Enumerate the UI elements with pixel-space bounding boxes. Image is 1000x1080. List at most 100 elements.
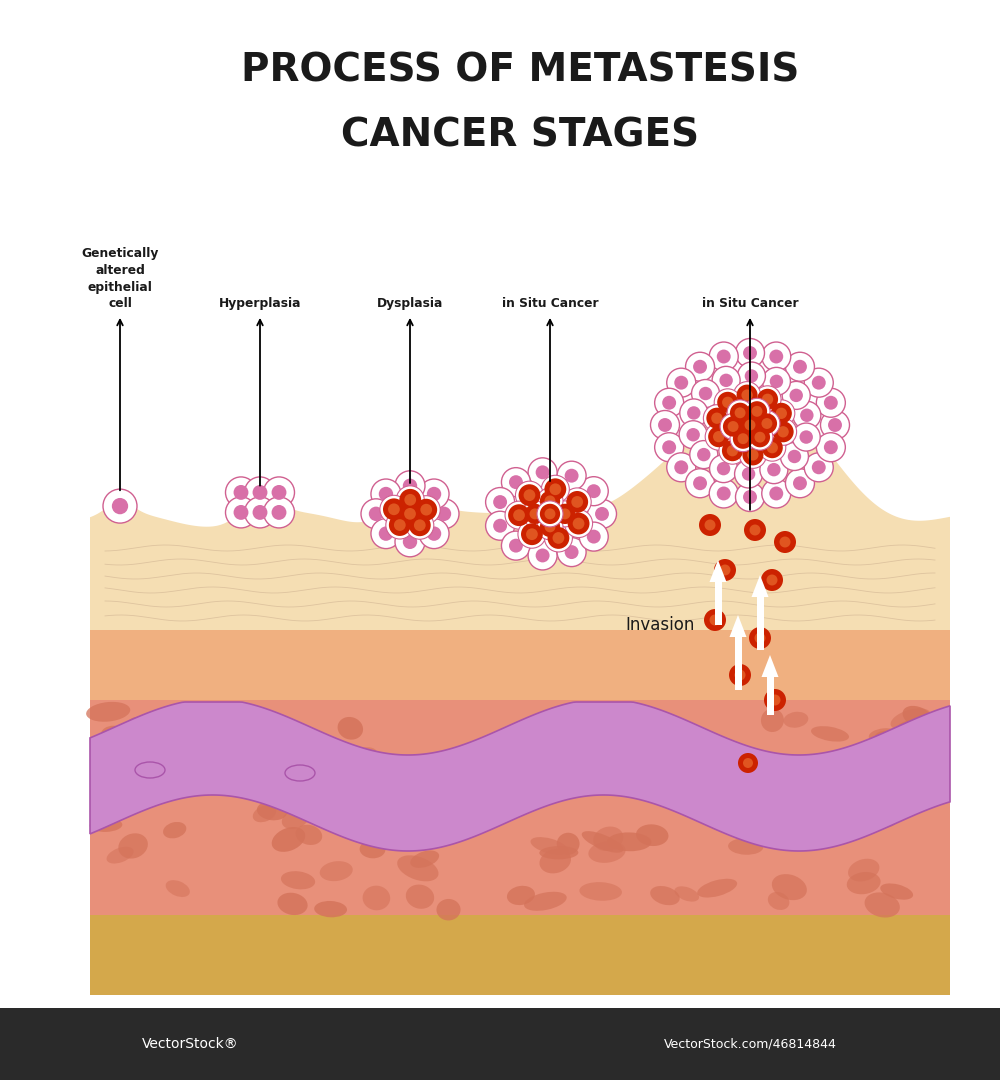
Circle shape — [709, 478, 738, 508]
Ellipse shape — [768, 892, 789, 910]
Ellipse shape — [557, 833, 580, 854]
Circle shape — [792, 423, 820, 451]
Ellipse shape — [524, 892, 567, 910]
Circle shape — [789, 389, 803, 402]
Ellipse shape — [532, 719, 573, 740]
Circle shape — [540, 503, 560, 524]
Circle shape — [521, 524, 543, 545]
Ellipse shape — [296, 825, 322, 845]
Circle shape — [396, 500, 424, 528]
Ellipse shape — [428, 759, 462, 779]
Circle shape — [662, 441, 676, 455]
Circle shape — [762, 437, 783, 458]
Circle shape — [565, 510, 593, 538]
Circle shape — [799, 430, 813, 444]
Circle shape — [728, 421, 739, 432]
Circle shape — [812, 460, 826, 474]
Ellipse shape — [363, 886, 390, 910]
Polygon shape — [90, 394, 950, 630]
Ellipse shape — [272, 827, 305, 852]
Polygon shape — [734, 637, 742, 690]
Circle shape — [706, 407, 727, 429]
Circle shape — [403, 535, 417, 549]
Ellipse shape — [360, 840, 385, 859]
Text: in Situ Cancer: in Situ Cancer — [502, 297, 598, 310]
Circle shape — [738, 753, 758, 773]
Ellipse shape — [531, 837, 568, 854]
Circle shape — [587, 484, 601, 498]
Ellipse shape — [765, 812, 800, 835]
Ellipse shape — [880, 883, 913, 900]
Circle shape — [544, 524, 572, 552]
Circle shape — [544, 478, 566, 500]
Circle shape — [744, 399, 770, 424]
Ellipse shape — [118, 834, 148, 859]
Ellipse shape — [127, 716, 155, 733]
Circle shape — [816, 433, 845, 462]
Circle shape — [399, 503, 421, 525]
Ellipse shape — [107, 847, 134, 864]
Circle shape — [824, 395, 838, 409]
Circle shape — [774, 531, 796, 553]
Circle shape — [747, 401, 767, 421]
Circle shape — [727, 400, 753, 426]
Ellipse shape — [216, 750, 254, 774]
Circle shape — [762, 393, 773, 405]
Circle shape — [767, 463, 781, 476]
Circle shape — [804, 368, 833, 397]
Circle shape — [371, 518, 401, 549]
Circle shape — [662, 395, 676, 409]
Circle shape — [486, 487, 515, 516]
Circle shape — [733, 429, 753, 449]
Ellipse shape — [511, 731, 538, 753]
Circle shape — [757, 389, 778, 409]
Circle shape — [588, 499, 616, 528]
Circle shape — [379, 526, 393, 541]
Circle shape — [816, 388, 845, 417]
Circle shape — [552, 501, 578, 527]
Circle shape — [595, 507, 609, 521]
Circle shape — [710, 455, 738, 483]
Circle shape — [737, 362, 765, 390]
Ellipse shape — [697, 879, 737, 897]
Circle shape — [406, 511, 434, 539]
Circle shape — [717, 392, 738, 413]
Ellipse shape — [847, 872, 881, 894]
Ellipse shape — [903, 706, 933, 728]
Ellipse shape — [757, 754, 782, 775]
Circle shape — [244, 497, 276, 528]
Circle shape — [699, 387, 712, 401]
Ellipse shape — [163, 822, 186, 838]
Ellipse shape — [588, 841, 626, 863]
Polygon shape — [730, 615, 746, 637]
Circle shape — [793, 360, 807, 374]
Circle shape — [752, 406, 762, 417]
Ellipse shape — [907, 744, 948, 759]
Circle shape — [782, 381, 810, 409]
Circle shape — [573, 517, 584, 529]
Circle shape — [717, 350, 731, 364]
Circle shape — [780, 443, 808, 471]
Ellipse shape — [791, 812, 832, 838]
Polygon shape — [90, 700, 950, 915]
Circle shape — [735, 460, 763, 488]
Circle shape — [437, 507, 451, 521]
Circle shape — [785, 469, 814, 498]
Circle shape — [776, 407, 787, 419]
Circle shape — [505, 501, 533, 529]
Circle shape — [579, 476, 608, 505]
Circle shape — [780, 537, 790, 548]
Circle shape — [380, 496, 408, 524]
Ellipse shape — [874, 731, 898, 746]
Polygon shape — [757, 597, 764, 650]
Circle shape — [536, 549, 550, 563]
Circle shape — [742, 468, 755, 481]
Circle shape — [762, 367, 790, 395]
Ellipse shape — [320, 861, 353, 881]
Circle shape — [571, 496, 583, 508]
Circle shape — [226, 497, 256, 528]
Circle shape — [674, 460, 688, 474]
Circle shape — [744, 519, 766, 541]
Ellipse shape — [505, 755, 537, 777]
Circle shape — [383, 498, 405, 521]
